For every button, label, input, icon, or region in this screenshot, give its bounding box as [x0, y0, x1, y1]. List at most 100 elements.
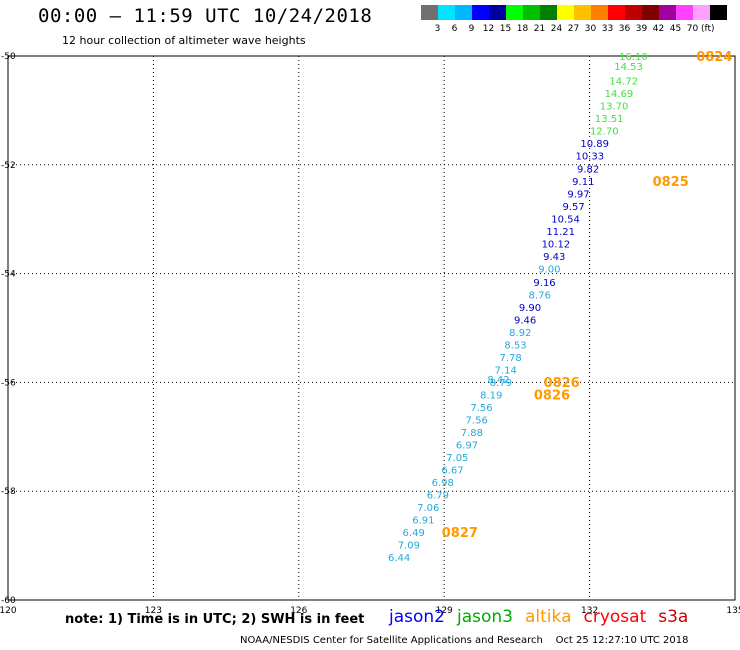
scale-label: 18 [516, 24, 529, 34]
scale-swatch [608, 5, 625, 20]
satellite-legend: jason2 jason3 altika cryosat s3a [389, 607, 700, 627]
scale-label: 12 [482, 24, 495, 34]
wave-height-label: 6.67 [441, 465, 463, 476]
scale-swatch [472, 5, 489, 20]
wave-height-label: 8.19 [480, 390, 502, 401]
y-tick-label: -54 [1, 270, 16, 280]
wave-height-label: 8.76 [529, 290, 551, 301]
satellite-legend-item: s3a [658, 607, 689, 627]
scale-swatch [710, 5, 727, 20]
y-tick-label: -58 [1, 487, 16, 497]
chart-title: 00:00 – 11:59 UTC 10/24/2018 [38, 5, 373, 27]
plot-frame [7, 55, 736, 601]
satellite-legend-item: altika [525, 607, 572, 627]
scale-label: 42 [652, 24, 665, 34]
wave-height-label: 10.54 [551, 215, 580, 226]
scale-label: 39 [635, 24, 648, 34]
date-tag: 0826 [534, 388, 570, 403]
scale-swatch [574, 5, 591, 20]
x-tick-label: 135 [726, 606, 740, 616]
scale-label: 36 [618, 24, 631, 34]
wave-height-label: 16.10 [619, 52, 648, 63]
scale-label: 27 [567, 24, 580, 34]
wave-height-label: 9.97 [567, 190, 589, 201]
satellite-legend-item: jason3 [457, 607, 513, 627]
wave-height-label: 6.98 [432, 478, 454, 489]
scale-swatch [455, 5, 472, 20]
satellite-legend-item: cryosat [583, 607, 647, 627]
x-tick-label: 120 [0, 606, 17, 616]
date-tag: 0826 [544, 376, 580, 391]
x-tick-label: 132 [581, 606, 598, 616]
scale-swatch [642, 5, 659, 20]
wave-height-label: 7.56 [470, 403, 492, 414]
chart-subtitle: 12 hour collection of altimeter wave hei… [62, 34, 306, 47]
wave-height-label: 7.05 [446, 453, 468, 464]
wave-height-label: 10.12 [542, 240, 571, 251]
scale-label: 15 [499, 24, 512, 34]
wave-height-label: 9.82 [577, 165, 599, 176]
wave-height-label: 7.56 [466, 415, 488, 426]
scale-swatch [625, 5, 642, 20]
scale-swatch [693, 5, 710, 20]
wave-height-label: 6.44 [388, 553, 410, 564]
wave-height-label: 10.89 [580, 139, 609, 150]
wave-height-label: 7.14 [495, 365, 517, 376]
wave-height-label: 8.79 [490, 378, 512, 389]
x-tick-label: 129 [436, 606, 453, 616]
scale-swatch [489, 5, 506, 20]
scale-label: 21 [533, 24, 546, 34]
scale-label: 6 [451, 24, 458, 34]
scale-label: 70 [686, 24, 699, 34]
wave-height-label: 9.43 [543, 252, 565, 263]
credit-line: NOAA/NESDIS Center for Satellite Applica… [240, 635, 689, 646]
wave-height-label: 13.51 [595, 114, 624, 125]
wave-height-label: 11.21 [546, 227, 575, 238]
x-tick-label: 123 [145, 606, 162, 616]
wave-height-label: 9.11 [572, 177, 594, 188]
scale-swatch [540, 5, 557, 20]
scale-label: 30 [584, 24, 597, 34]
wave-height-label: 8.42 [487, 375, 509, 386]
scale-swatch [591, 5, 608, 20]
wave-height-label: 6.91 [412, 515, 434, 526]
wave-height-label: 9.00 [538, 265, 560, 276]
scale-swatch [506, 5, 523, 20]
scale-swatch [676, 5, 693, 20]
footer-note: note: 1) Time is in UTC; 2) SWH is in fe… [65, 612, 365, 627]
scale-unit: (ft) [701, 24, 715, 34]
scale-label: 45 [669, 24, 682, 34]
x-tick-label: 126 [290, 606, 307, 616]
wave-height-label: 12.70 [590, 127, 619, 138]
wave-height-label: 14.53 [614, 62, 643, 73]
wave-height-label: 6.49 [403, 528, 425, 539]
wave-height-label: 6.97 [456, 440, 478, 451]
scale-label: 24 [550, 24, 563, 34]
scale-swatch [659, 5, 676, 20]
scale-label: 33 [601, 24, 614, 34]
wave-height-label: 9.46 [514, 315, 536, 326]
wave-height-label: 8.53 [504, 340, 526, 351]
y-tick-label: -50 [1, 52, 16, 62]
scale-swatch [438, 5, 455, 20]
wave-height-label: 7.09 [398, 541, 420, 552]
date-tag: 0824 [696, 50, 732, 65]
date-tag: 0825 [653, 175, 689, 190]
scale-swatch [557, 5, 574, 20]
date-tag: 0827 [442, 526, 478, 541]
wave-height-label: 13.70 [600, 102, 629, 113]
wave-height-label: 7.06 [417, 503, 439, 514]
scale-label: 3 [434, 24, 441, 34]
wave-height-label: 14.72 [609, 76, 638, 87]
scale-swatch [523, 5, 540, 20]
wave-height-label: 9.57 [562, 202, 584, 213]
wave-height-label: 8.92 [509, 328, 531, 339]
y-tick-label: -56 [1, 378, 16, 388]
scale-label: 9 [468, 24, 475, 34]
y-tick-label: -52 [1, 161, 16, 171]
wave-height-label: 6.79 [427, 490, 449, 501]
y-tick-label: -60 [1, 596, 16, 606]
wave-height-label: 7.88 [461, 428, 483, 439]
wave-height-label: 10.33 [575, 152, 604, 163]
